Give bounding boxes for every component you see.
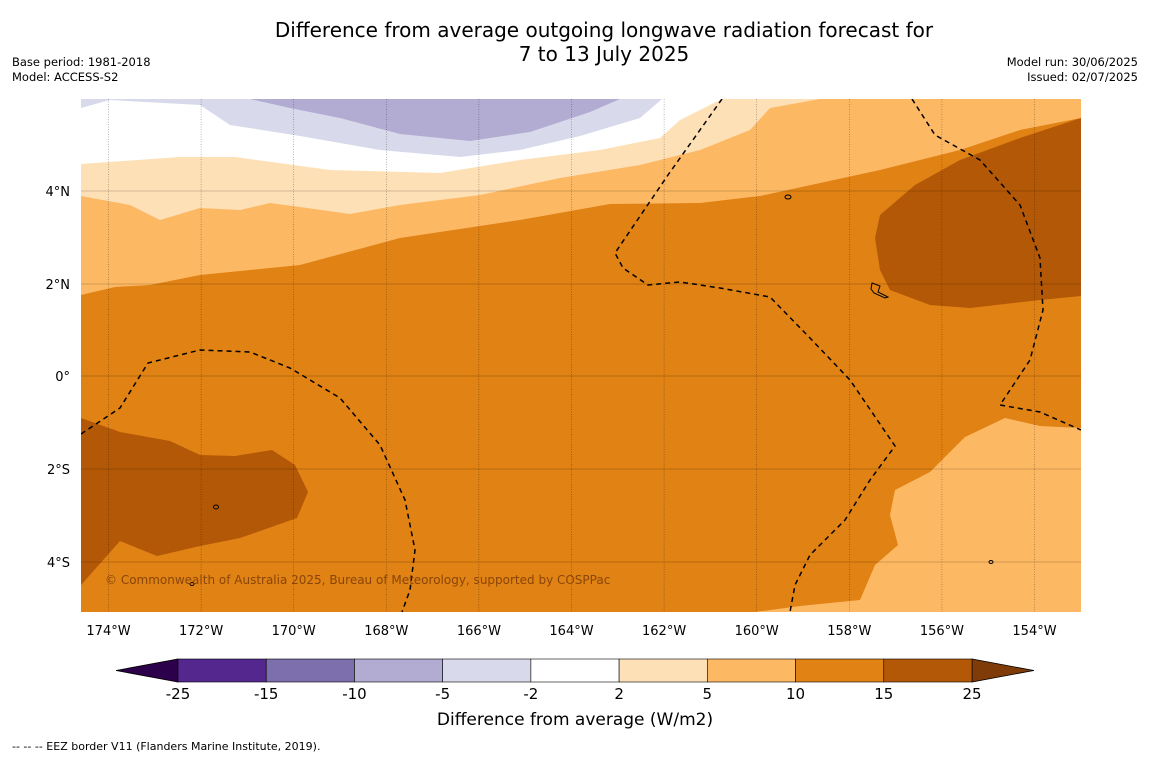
colorbar-segment <box>795 658 885 683</box>
colorbar-tick-label: 5 <box>703 685 713 703</box>
island-1 <box>870 282 890 299</box>
colorbar: -25 -15 -10 -5 -2 2 5 10 15 25 <box>115 658 1035 703</box>
colorbar-segment <box>442 658 532 683</box>
colorbar-segment <box>707 658 796 683</box>
eez-border-far-east <box>911 99 1081 431</box>
lon-label: 156°W <box>920 624 964 639</box>
lat-label: 4°S <box>47 556 70 571</box>
colorbar-tick-label: -15 <box>254 685 279 703</box>
colorbar-segment <box>618 658 708 683</box>
colorbar-over-arrow <box>971 658 1035 683</box>
colorbar-tick-label: 10 <box>786 685 805 703</box>
colorbar-segment <box>354 658 443 683</box>
eez-border-west <box>81 349 416 612</box>
issued-date: Issued: 02/07/2025 <box>1027 69 1138 84</box>
contour-fills <box>81 99 1081 612</box>
lat-label: 0° <box>55 370 70 385</box>
longitude-labels: 174°W 172°W 170°W 168°W 166°W 164°W 162°W 160°W… <box>86 624 1056 639</box>
grid-lines <box>81 99 1081 612</box>
colorbar-segment <box>265 658 355 683</box>
colorbar-tick-label: -25 <box>166 685 191 703</box>
island-2 <box>784 194 792 200</box>
lon-label: 170°W <box>272 624 316 639</box>
lon-label: 158°W <box>827 624 871 639</box>
title-line-1: Difference from average outgoing longwav… <box>274 18 934 42</box>
footnote: -- -- -- EEZ border V11 (Flanders Marine… <box>12 740 321 753</box>
lon-label: 164°W <box>549 624 593 639</box>
colorbar-segment <box>883 658 973 683</box>
eez-borders <box>81 99 1081 612</box>
colorbar-tick-label: 25 <box>962 685 981 703</box>
lon-label: 166°W <box>457 624 501 639</box>
lon-label: 162°W <box>642 624 686 639</box>
colorbar-tick-label: -2 <box>523 685 538 703</box>
colorbar-tick-label: 15 <box>874 685 893 703</box>
band-15-25-east <box>875 118 1081 308</box>
latitude-labels: 4°N 2°N 0° 2°S 4°S <box>46 185 71 571</box>
base-period: Base period: 1981-2018 <box>12 55 151 69</box>
island-4 <box>189 582 195 586</box>
lon-label: 174°W <box>86 624 130 639</box>
model-name: Model: ACCESS-S2 <box>12 69 119 84</box>
island-3 <box>213 504 219 510</box>
band-minus-5-10 <box>250 99 620 141</box>
map-title: Difference from average outgoing longwav… <box>0 18 1150 66</box>
title-line-2: 7 to 13 July 2025 <box>518 42 690 66</box>
colorbar-under-arrow <box>115 658 179 683</box>
run-info: Model run: 30/06/2025 Issued: 02/07/2025 <box>1007 55 1138 84</box>
lon-label: 154°W <box>1012 624 1056 639</box>
colorbar-segment <box>530 658 620 683</box>
lon-label: 172°W <box>179 624 223 639</box>
colorbar-tick-label: -5 <box>435 685 450 703</box>
lat-label: 4°N <box>46 185 71 200</box>
colorbar-segment <box>177 658 267 683</box>
colorbar-tick-label: 2 <box>614 685 624 703</box>
band-15-25-west <box>81 418 308 585</box>
eez-border-east <box>614 99 896 612</box>
lat-label: 2°N <box>46 278 71 293</box>
colorbar-tick-label: -10 <box>342 685 367 703</box>
island-5 <box>988 560 994 564</box>
model-run: Model run: 30/06/2025 <box>1006 55 1138 69</box>
base-info: Base period: 1981-2018 Model: ACCESS-S2 <box>12 55 151 84</box>
band-5-10-southeast <box>755 418 1081 612</box>
islands <box>189 194 994 586</box>
colorbar-label: Difference from average (W/m2) <box>436 710 714 730</box>
lon-label: 168°W <box>364 624 408 639</box>
lat-label: 2°S <box>47 463 70 478</box>
copyright-text: © Commonwealth of Australia 2025, Bureau… <box>105 573 610 587</box>
lon-label: 160°W <box>735 624 779 639</box>
